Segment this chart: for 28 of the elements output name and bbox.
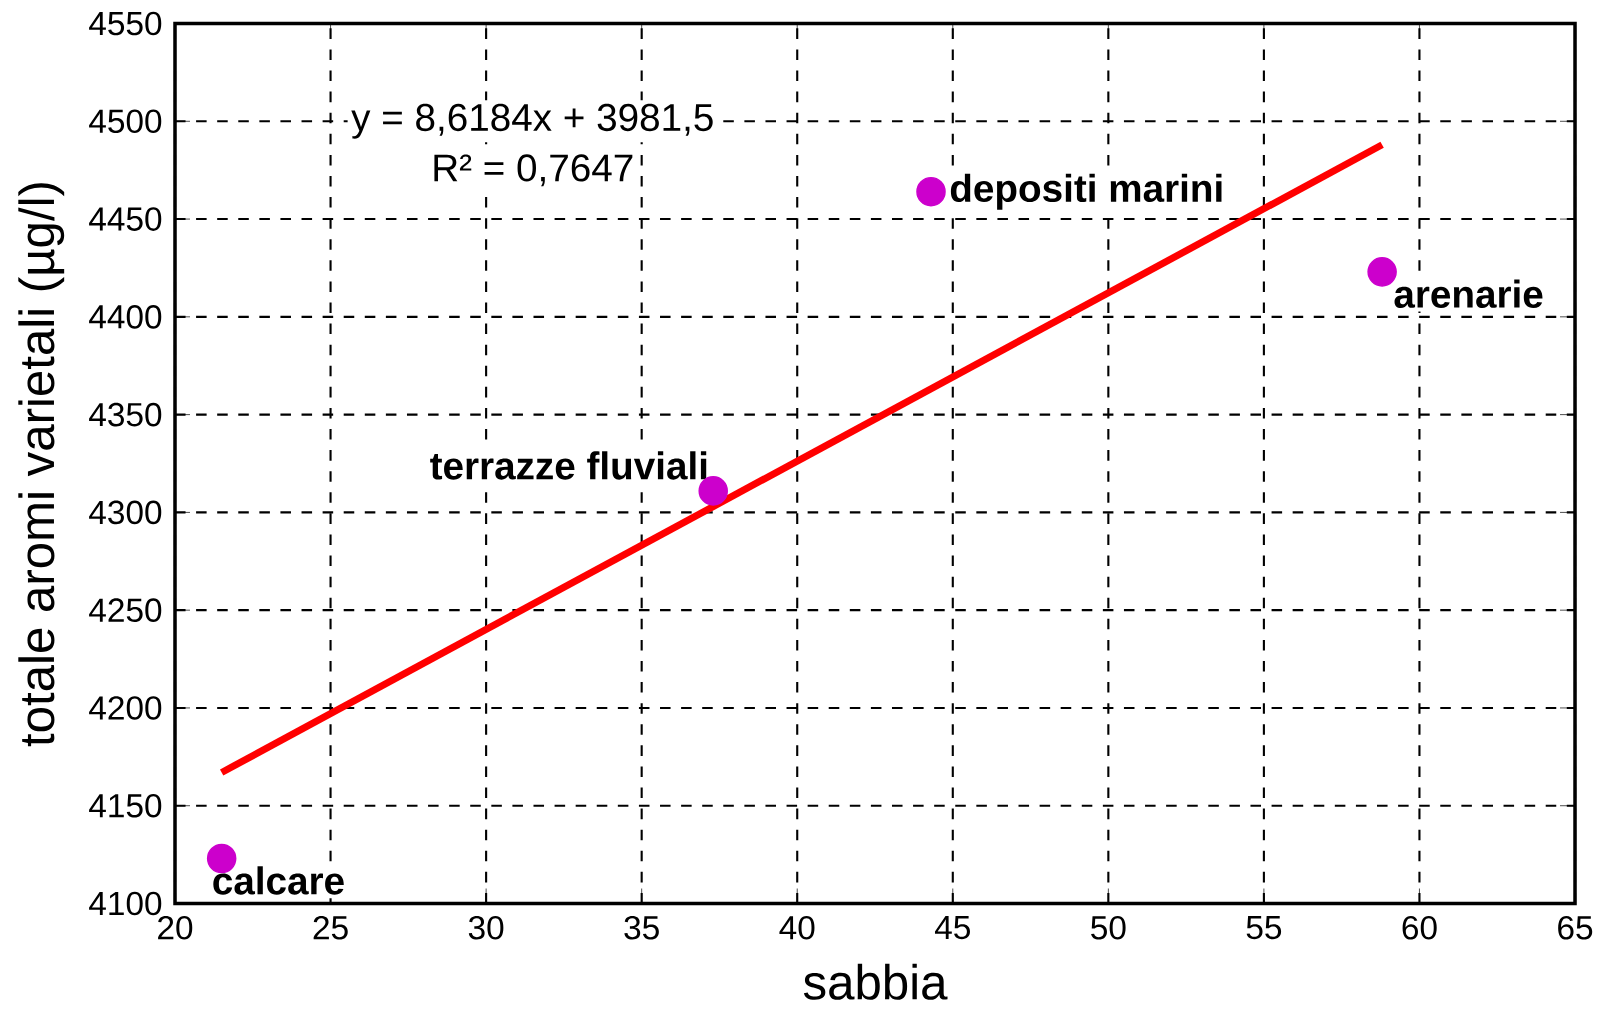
annotation: calcare — [213, 866, 344, 895]
annotation: depositi marini — [950, 173, 1222, 210]
y-axis-title: totale aromi varietali (µg/l) — [18, 183, 65, 747]
x-tick-label: 55 — [1246, 916, 1282, 940]
y-tick-label: 4250 — [89, 598, 162, 623]
x-tick-label: 35 — [624, 916, 659, 940]
y-tick-label: 4150 — [89, 794, 162, 818]
annotation: arenarie — [1394, 279, 1543, 309]
annotation: y = 8,6184x + 3981,5 — [351, 104, 713, 140]
x-axis-title: sabbia — [803, 963, 948, 1001]
y-tick-label: 4550 — [89, 11, 162, 36]
y-tick-label: 4400 — [89, 305, 162, 329]
y-tick-label: 4500 — [89, 109, 162, 134]
y-tick-label: 4350 — [89, 403, 162, 427]
annotation: terrazze fluviali — [430, 451, 707, 480]
x-tick-label: 60 — [1402, 916, 1437, 940]
x-tick-label: 50 — [1091, 916, 1126, 940]
y-tick-label: 4450 — [89, 207, 162, 232]
annotation: R² = 0,7647 — [434, 154, 633, 187]
x-tick-label: 30 — [468, 916, 504, 940]
y-tick-label: 4100 — [89, 891, 162, 916]
x-tick-label: 40 — [779, 916, 815, 940]
x-tick-label: 20 — [158, 916, 193, 940]
y-tick-label: 4300 — [89, 500, 162, 525]
x-tick-label: 65 — [1558, 916, 1593, 940]
x-tick-label: 45 — [934, 916, 970, 940]
x-tick-label: 25 — [313, 916, 348, 940]
y-tick-label: 4200 — [89, 696, 162, 721]
